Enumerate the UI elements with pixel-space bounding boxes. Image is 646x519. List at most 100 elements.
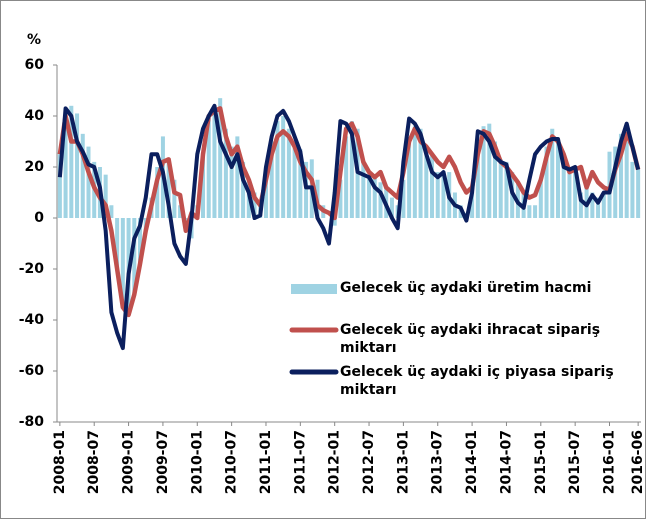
bar	[430, 154, 435, 218]
y-tick-label: 20	[25, 159, 45, 175]
x-tick-label: 2011-01	[258, 430, 274, 494]
x-tick-label: 2011-07	[292, 430, 308, 494]
bar	[424, 146, 429, 218]
x-tick-label: 2015-01	[533, 430, 549, 494]
bar	[378, 182, 383, 218]
bar	[550, 128, 555, 218]
x-tick-label: 2015-07	[567, 430, 583, 494]
bar	[636, 169, 641, 218]
bar	[263, 167, 268, 218]
bar	[103, 174, 108, 218]
bar	[389, 197, 394, 218]
bar	[286, 128, 291, 218]
bar	[109, 205, 114, 218]
bar	[533, 205, 538, 218]
x-tick-label: 2013-01	[395, 430, 411, 494]
bar	[132, 218, 137, 295]
bar	[115, 218, 120, 269]
bar	[527, 205, 532, 218]
bar	[86, 146, 91, 218]
bar	[435, 172, 440, 218]
bar	[200, 154, 206, 218]
bar	[504, 161, 509, 218]
bar	[475, 154, 480, 218]
x-tick-label: 2016-06	[630, 430, 646, 494]
bar	[252, 192, 257, 218]
bar	[578, 192, 583, 218]
y-tick-label: -60	[19, 363, 45, 379]
x-tick-label: 2010-01	[189, 430, 205, 494]
y-tick-label: 40	[25, 108, 45, 124]
x-tick-label: 2014-07	[498, 430, 514, 494]
x-tick-label: 2012-01	[327, 430, 343, 494]
bar	[498, 159, 503, 218]
bar	[361, 161, 366, 218]
bar	[538, 179, 543, 218]
x-tick-label: 2009-01	[121, 430, 137, 494]
y-tick-label: 0	[34, 210, 44, 226]
bar	[75, 113, 80, 218]
bar	[590, 192, 595, 218]
bar	[241, 161, 246, 218]
bar	[269, 141, 274, 218]
bar	[601, 192, 606, 218]
x-tick-label: 2014-01	[464, 430, 480, 494]
y-tick-label: -80	[19, 414, 45, 430]
bar	[412, 126, 417, 218]
bar	[223, 128, 228, 218]
legend-label: Gelecek üç aydaki üretim hacmi	[340, 280, 592, 296]
x-tick-label: 2008-07	[86, 430, 102, 494]
bar	[401, 179, 406, 218]
bar	[418, 128, 423, 218]
x-tick-label: 2013-07	[430, 430, 446, 494]
y-tick-label: -20	[19, 261, 45, 277]
x-tick-label: 2010-07	[224, 430, 240, 494]
legend-swatch	[291, 284, 337, 294]
legend-label: Gelecek üç aydaki iç piyasa sipariş mikt…	[340, 364, 614, 398]
bar	[235, 136, 240, 218]
bar	[630, 161, 635, 218]
line	[57, 103, 641, 351]
bar	[596, 197, 601, 218]
bar	[275, 121, 280, 218]
y-tick-label: -40	[19, 312, 45, 328]
bar	[120, 218, 125, 308]
bar	[624, 141, 629, 218]
bar	[178, 205, 183, 218]
bar	[367, 174, 372, 218]
bar	[57, 154, 62, 218]
bar	[138, 218, 143, 264]
bar	[555, 141, 560, 218]
bar	[567, 167, 572, 218]
bar	[349, 121, 354, 218]
x-tick-label: 2016-01	[602, 430, 618, 494]
bar	[344, 136, 349, 218]
bar	[292, 146, 297, 218]
bar	[206, 116, 211, 218]
x-tick-label: 2008-01	[52, 430, 68, 494]
bar	[80, 133, 85, 218]
bar	[487, 123, 492, 218]
bar	[573, 167, 578, 218]
bar	[372, 177, 377, 218]
bar	[332, 218, 337, 226]
legend-label: Gelecek üç aydaki ihracat sipariş miktar…	[340, 322, 601, 356]
bar	[441, 174, 446, 218]
bar	[218, 98, 223, 218]
bar	[63, 108, 68, 218]
bar	[470, 192, 475, 218]
bar	[172, 179, 177, 218]
bar	[481, 126, 486, 218]
bar	[298, 149, 303, 218]
x-tick-label: 2012-07	[361, 430, 377, 494]
bar	[492, 141, 498, 218]
bar	[407, 141, 412, 218]
bar	[166, 161, 171, 218]
bar	[155, 167, 160, 218]
bar	[212, 105, 217, 218]
bar	[544, 146, 549, 218]
y-tick-label: 60	[25, 57, 45, 73]
bar	[613, 146, 618, 218]
